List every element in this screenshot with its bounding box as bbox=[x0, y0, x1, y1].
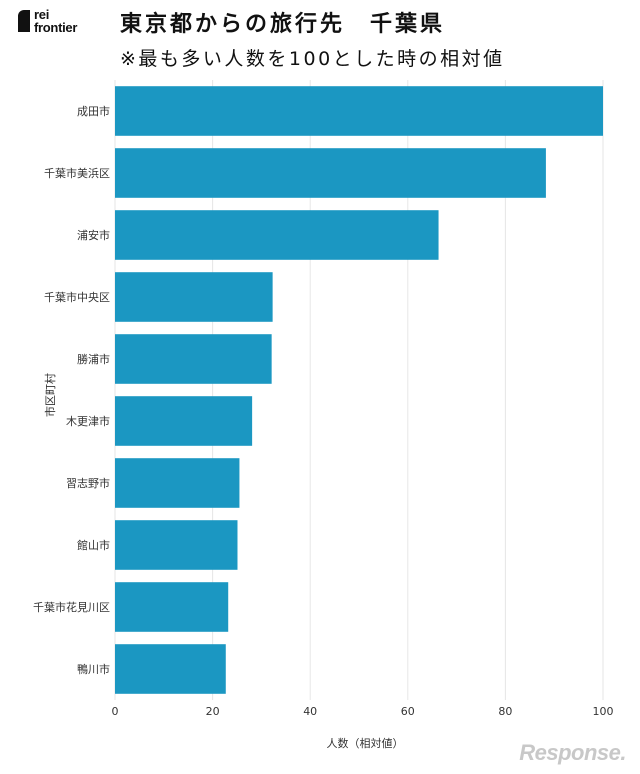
y-axis-title: 市区町村 bbox=[43, 373, 57, 417]
category-labels: 成田市千葉市美浜区浦安市千葉市中央区勝浦市木更津市習志野市館山市千葉市花見川区鴨… bbox=[33, 104, 110, 676]
brand-logo: rei frontier bbox=[18, 8, 108, 40]
response-watermark: Response. bbox=[519, 740, 626, 765]
bar bbox=[115, 458, 240, 508]
category-label: 千葉市美浜区 bbox=[44, 166, 110, 180]
bar bbox=[115, 148, 546, 198]
bar bbox=[115, 520, 238, 570]
category-label: 習志野市 bbox=[66, 476, 110, 490]
bar bbox=[115, 86, 603, 136]
logo-mark-icon bbox=[18, 10, 30, 32]
logo-text: rei frontier bbox=[34, 8, 77, 34]
bar bbox=[115, 272, 273, 322]
bar bbox=[115, 210, 439, 260]
bar bbox=[115, 334, 272, 384]
bar bbox=[115, 644, 226, 694]
category-label: 成田市 bbox=[77, 104, 110, 118]
x-tick-label: 100 bbox=[593, 705, 614, 718]
x-tick-label: 20 bbox=[206, 705, 220, 718]
x-tick-label: 40 bbox=[303, 705, 317, 718]
category-label: 館山市 bbox=[77, 538, 110, 552]
x-tick-label: 80 bbox=[498, 705, 512, 718]
x-tick-label: 0 bbox=[112, 705, 119, 718]
category-label: 勝浦市 bbox=[77, 352, 110, 366]
x-axis-title: 人数（相対値） bbox=[327, 736, 404, 750]
logo-line-1: rei bbox=[34, 7, 50, 22]
category-label: 千葉市花見川区 bbox=[33, 600, 110, 614]
bar bbox=[115, 396, 253, 446]
category-label: 木更津市 bbox=[66, 414, 110, 428]
logo-line-2: frontier bbox=[34, 20, 78, 35]
chart-subtitle: ※最も多い人数を100とした時の相対値 bbox=[120, 48, 505, 70]
bar bbox=[115, 582, 229, 632]
category-label: 鴨川市 bbox=[77, 662, 110, 676]
x-tick-labels: 0 20 40 60 80 100 bbox=[112, 705, 614, 718]
x-tick-label: 60 bbox=[401, 705, 415, 718]
category-label: 浦安市 bbox=[77, 228, 110, 242]
category-label: 千葉市中央区 bbox=[44, 290, 110, 304]
chart-title: 東京都からの旅行先 千葉県 bbox=[120, 12, 446, 37]
bars bbox=[115, 86, 603, 694]
